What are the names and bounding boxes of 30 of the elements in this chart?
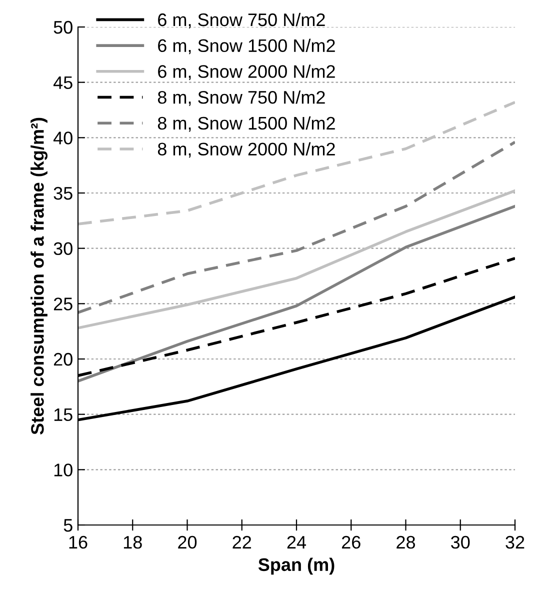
x-tick-label: 16	[69, 536, 88, 549]
x-tick-label: 20	[178, 536, 197, 549]
x-tick-label: 22	[232, 536, 252, 548]
y-tick-label: 5	[64, 519, 72, 532]
line-series	[78, 140, 515, 314]
y-tick-label: 45	[53, 76, 72, 90]
y-tick-label: 15	[54, 408, 72, 422]
x-tick-label: 28	[396, 536, 416, 549]
x-tick-label: 24	[287, 536, 306, 548]
legend-label: 6 m, Snow 2000 N/m2	[158, 64, 335, 80]
x-axis-title: Span (m)	[258, 558, 334, 575]
x-tick-label: 18	[124, 536, 142, 549]
y-tick-label: 20	[54, 352, 72, 366]
y-tick-label: 30	[54, 242, 72, 256]
x-tick-label: 30	[451, 536, 470, 549]
legend-label: 8 m, Snow 1500 N/m2	[158, 116, 335, 132]
y-tick-label: 10	[54, 464, 72, 476]
line-series	[78, 189, 515, 330]
legend-label: 8 m, Snow 2000 N/m2	[158, 142, 335, 158]
x-tick-label: 26	[342, 536, 360, 549]
y-tick-label: 25	[54, 298, 72, 310]
y-tick-label: 40	[53, 132, 72, 144]
y-tick-label: 50	[54, 20, 72, 34]
legend-label: 6 m, Snow 1500 N/m2	[158, 38, 335, 54]
line-series	[78, 204, 515, 383]
legend-label: 8 m, Snow 750 N/m2	[158, 90, 325, 106]
y-axis-title: Steel consumption of a frame (kg/m²)	[30, 118, 48, 434]
legend-label: 6 m, Snow 750 N/m2	[158, 12, 325, 28]
y-tick-label: 35	[54, 186, 72, 200]
x-tick-label: 32	[506, 536, 524, 549]
